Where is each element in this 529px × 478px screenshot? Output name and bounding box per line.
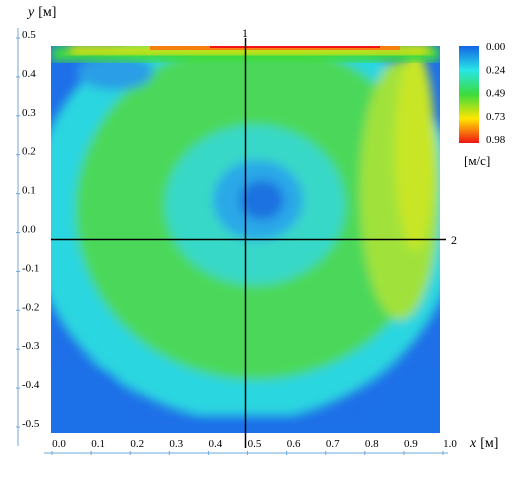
y-tick-label: -0.3 — [22, 340, 40, 352]
x-tick-label: 0.6 — [287, 438, 301, 450]
colorbar-tick-label: 0.00 — [486, 41, 506, 53]
x-tick-label: 0.8 — [365, 438, 379, 450]
y-axis-label: y [м] — [26, 5, 56, 20]
colorbar: 0.00 0.24 0.49 0.73 0.98 [м/с] — [459, 41, 506, 168]
colorbar-tick-label: 0.24 — [486, 64, 506, 76]
y-tick-label: -0.2 — [22, 301, 39, 313]
y-tick-label: 0.1 — [22, 185, 36, 197]
x-tick-label: 0.7 — [326, 438, 340, 450]
y-tick-label: -0.1 — [22, 262, 39, 274]
x-tick-label: 0.4 — [209, 438, 223, 450]
colorbar-gradient — [459, 46, 479, 143]
x-axis-label: x [м] — [469, 436, 498, 451]
x-tick-label: 0.2 — [130, 438, 144, 450]
section-label-2: 2 — [451, 233, 457, 247]
x-tick-label: 0.5 — [248, 438, 262, 450]
y-axis: 0.5 0.4 0.3 0.2 0.1 0.0 -0.1 -0.2 -0.3 -0.4 -0.5 — [16, 28, 40, 446]
x-tick-label: 0.0 — [52, 438, 66, 450]
y-tick-label: -0.5 — [22, 418, 40, 430]
y-tick-label: 0.3 — [22, 107, 36, 119]
colorbar-unit: [м/с] — [464, 153, 490, 168]
colorbar-tick-label: 0.73 — [486, 111, 506, 123]
y-tick-label: 0.4 — [22, 68, 36, 80]
colorbar-tick-label: 0.98 — [486, 134, 506, 146]
x-tick-label: 0.3 — [169, 438, 183, 450]
colorbar-tick-label: 0.49 — [486, 88, 506, 100]
x-tick-label: 0.1 — [91, 438, 105, 450]
x-tick-label: 1.0 — [443, 438, 457, 450]
y-tick-label: 0.2 — [22, 146, 36, 158]
x-axis: 0.0 0.1 0.2 0.3 0.4 0.5 0.6 0.7 0.8 0.9 1.0 — [44, 438, 457, 455]
y-tick-label: 0.5 — [22, 29, 36, 41]
y-tick-label: 0.0 — [22, 224, 36, 236]
section-label-1: 1 — [242, 26, 248, 40]
y-tick-label: -0.4 — [22, 379, 40, 391]
x-tick-label: 0.9 — [404, 438, 418, 450]
